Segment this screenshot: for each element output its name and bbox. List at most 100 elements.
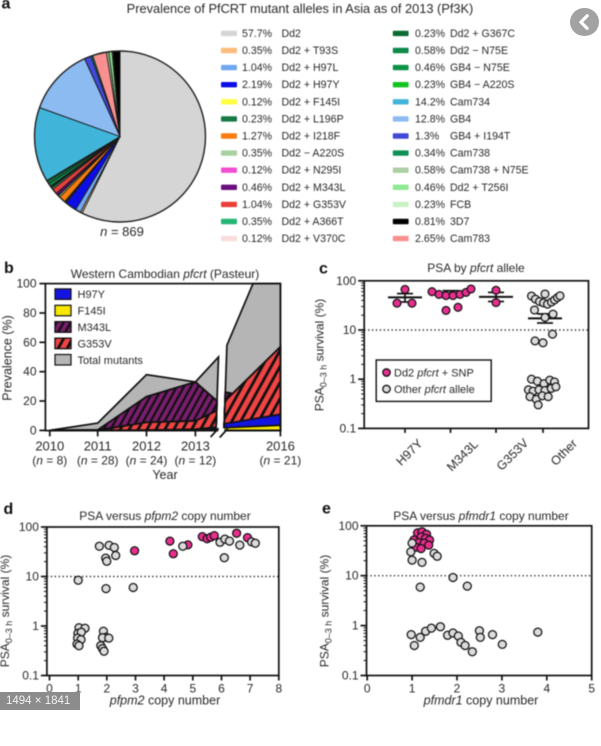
svg-text:2012: 2012 xyxy=(132,438,161,453)
svg-text:Dd2 + I218F: Dd2 + I218F xyxy=(282,131,341,143)
svg-text:(n = 28): (n = 28) xyxy=(77,453,119,467)
svg-text:3: 3 xyxy=(132,682,139,696)
svg-text:57.7%: 57.7% xyxy=(242,28,273,40)
svg-text:PSA by pfcrt allele: PSA by pfcrt allele xyxy=(427,261,525,275)
svg-text:0.12%: 0.12% xyxy=(242,233,273,245)
svg-text:0: 0 xyxy=(46,682,53,696)
svg-text:3: 3 xyxy=(499,682,506,696)
svg-text:0.1: 0.1 xyxy=(342,669,359,683)
svg-text:Dd2 + T256I: Dd2 + T256I xyxy=(450,182,508,194)
svg-text:b: b xyxy=(4,260,14,277)
svg-text:2013: 2013 xyxy=(181,438,210,453)
svg-text:Dd2 + M343L: Dd2 + M343L xyxy=(282,182,346,194)
svg-text:(n = 21): (n = 21) xyxy=(260,453,302,467)
svg-text:Prevalence (%): Prevalence (%) xyxy=(1,315,15,400)
svg-text:100: 100 xyxy=(336,274,356,288)
svg-text:3D7: 3D7 xyxy=(450,216,470,228)
svg-text:G353V: G353V xyxy=(78,338,113,350)
svg-text:80: 80 xyxy=(23,306,37,320)
svg-text:0.58%: 0.58% xyxy=(415,165,446,177)
svg-text:1: 1 xyxy=(75,682,82,696)
svg-text:Dd2 + V370C: Dd2 + V370C xyxy=(282,233,346,245)
svg-text:FCB: FCB xyxy=(450,199,471,211)
svg-text:Cam734: Cam734 xyxy=(450,96,490,108)
svg-text:M343L: M343L xyxy=(444,437,481,474)
svg-text:GB4: GB4 xyxy=(450,113,471,125)
svg-text:GB4 − A220S: GB4 − A220S xyxy=(450,79,515,91)
svg-text:2.65%: 2.65% xyxy=(415,233,446,245)
svg-text:0.23%: 0.23% xyxy=(415,199,446,211)
svg-text:1: 1 xyxy=(350,372,357,386)
svg-text:0.35%: 0.35% xyxy=(242,148,273,160)
svg-text:G353V: G353V xyxy=(494,435,532,473)
svg-text:Dd2 + G353V: Dd2 + G353V xyxy=(282,199,347,211)
svg-text:100: 100 xyxy=(16,277,36,291)
svg-text:M343L: M343L xyxy=(78,322,112,334)
svg-text:0.23%: 0.23% xyxy=(415,79,446,91)
svg-text:2016: 2016 xyxy=(266,438,295,453)
svg-text:14.2%: 14.2% xyxy=(415,96,446,108)
svg-text:1.27%: 1.27% xyxy=(242,131,273,143)
svg-text:0.46%: 0.46% xyxy=(242,182,273,194)
svg-text:Dd2 + A366T: Dd2 + A366T xyxy=(282,216,345,228)
svg-text:1: 1 xyxy=(409,682,416,696)
svg-text:2010: 2010 xyxy=(35,438,64,453)
svg-text:GB4 − N75E: GB4 − N75E xyxy=(450,62,510,74)
svg-text:Dd2: Dd2 xyxy=(282,28,302,40)
svg-text:Dd2 pfcrt + SNP: Dd2 pfcrt + SNP xyxy=(394,368,474,380)
svg-text:0.46%: 0.46% xyxy=(415,62,446,74)
svg-text:1.04%: 1.04% xyxy=(242,199,273,211)
svg-text:a: a xyxy=(2,0,11,13)
svg-text:10: 10 xyxy=(345,569,359,583)
svg-text:2011: 2011 xyxy=(84,438,112,453)
svg-text:4: 4 xyxy=(543,682,550,696)
svg-text:Dd2 + L196P: Dd2 + L196P xyxy=(282,113,344,125)
svg-text:Dd2 + H97L: Dd2 + H97L xyxy=(282,62,339,74)
svg-text:Prevalence of PfCRT mutant all: Prevalence of PfCRT mutant alleles in As… xyxy=(127,1,474,16)
svg-text:PSA0–3 h survival (%): PSA0–3 h survival (%) xyxy=(313,299,329,412)
svg-text:n = 869: n = 869 xyxy=(100,224,144,239)
svg-text:Other pfcrt allele: Other pfcrt allele xyxy=(394,384,475,396)
svg-text:Total mutants: Total mutants xyxy=(78,355,144,367)
svg-text:pfmdr1 copy number: pfmdr1 copy number xyxy=(423,694,539,708)
svg-text:0.12%: 0.12% xyxy=(242,165,273,177)
svg-text:Dd2 + N295I: Dd2 + N295I xyxy=(282,165,342,177)
svg-text:PSA versus pfmdr1 copy number: PSA versus pfmdr1 copy number xyxy=(393,509,568,523)
svg-text:(n = 12): (n = 12) xyxy=(175,453,217,467)
svg-text:Cam738: Cam738 xyxy=(450,148,490,160)
svg-text:F145I: F145I xyxy=(78,306,106,318)
svg-text:2.19%: 2.19% xyxy=(242,79,273,91)
svg-text:0.35%: 0.35% xyxy=(242,216,273,228)
svg-text:c: c xyxy=(319,261,328,278)
svg-text:5: 5 xyxy=(588,682,595,696)
svg-text:Dd2 + T93S: Dd2 + T93S xyxy=(282,45,339,57)
svg-text:PSA0–3 h survival (%): PSA0–3 h survival (%) xyxy=(318,555,334,668)
svg-text:Dd2 + F145I: Dd2 + F145I xyxy=(282,96,341,108)
svg-text:2: 2 xyxy=(454,682,461,696)
svg-text:PSA0–3 h survival (%): PSA0–3 h survival (%) xyxy=(0,555,14,668)
svg-text:1: 1 xyxy=(32,619,39,633)
svg-text:Other: Other xyxy=(548,436,580,468)
svg-text:0.46%: 0.46% xyxy=(415,182,446,194)
svg-text:Cam738 + N75E: Cam738 + N75E xyxy=(450,165,529,177)
svg-text:0.81%: 0.81% xyxy=(415,216,446,228)
svg-text:40: 40 xyxy=(23,365,37,379)
svg-text:6: 6 xyxy=(218,682,225,696)
svg-text:20: 20 xyxy=(23,394,37,408)
svg-text:0.35%: 0.35% xyxy=(242,45,273,57)
svg-text:GB4 + I194T: GB4 + I194T xyxy=(450,131,511,143)
svg-text:Western Cambodian pfcrt (Paste: Western Cambodian pfcrt (Pasteur) xyxy=(71,267,260,281)
svg-text:Dd2 − N75E: Dd2 − N75E xyxy=(450,45,508,57)
svg-text:pfpm2 copy number: pfpm2 copy number xyxy=(109,694,220,708)
svg-text:10: 10 xyxy=(343,323,357,337)
svg-text:0.12%: 0.12% xyxy=(242,96,273,108)
svg-text:100: 100 xyxy=(19,520,39,534)
svg-text:0.1: 0.1 xyxy=(340,421,357,435)
svg-text:H97Y: H97Y xyxy=(393,436,425,468)
svg-text:0.34%: 0.34% xyxy=(415,148,446,160)
svg-text:Dd2 + G367C: Dd2 + G367C xyxy=(450,28,515,40)
svg-text:0: 0 xyxy=(364,682,371,696)
svg-text:(n = 24): (n = 24) xyxy=(126,453,168,467)
svg-text:0.23%: 0.23% xyxy=(242,113,273,125)
svg-text:7: 7 xyxy=(247,682,254,696)
